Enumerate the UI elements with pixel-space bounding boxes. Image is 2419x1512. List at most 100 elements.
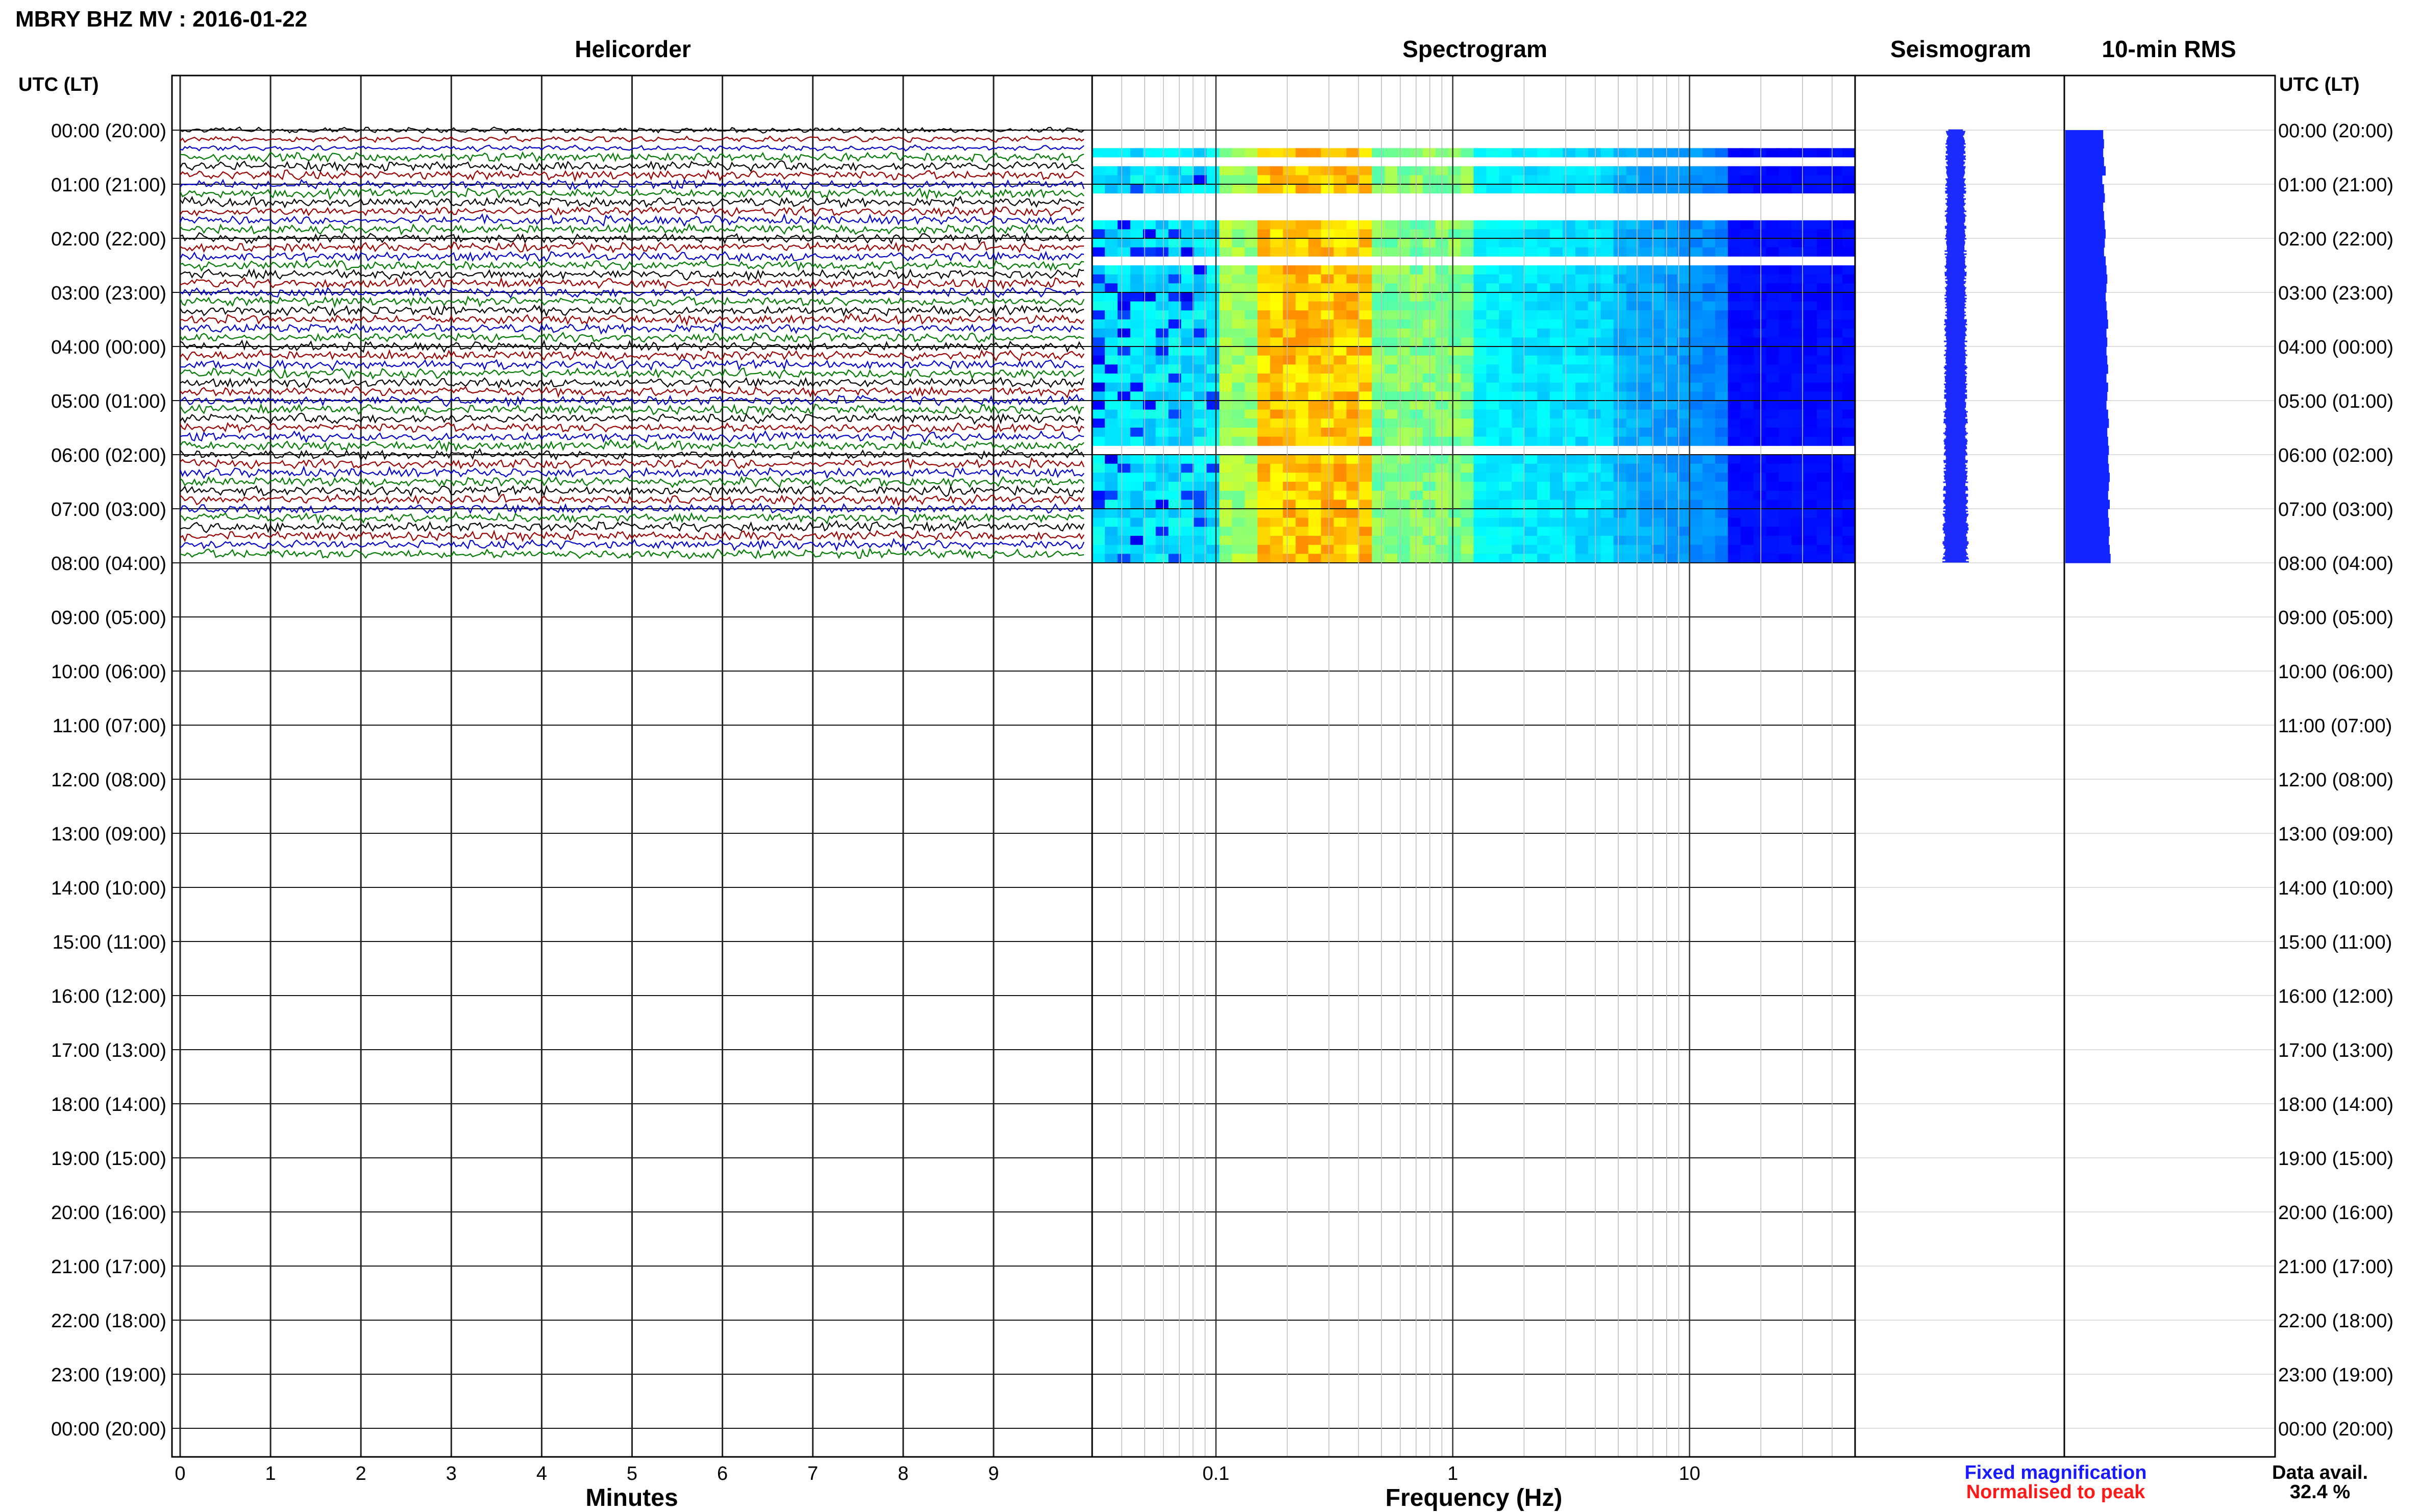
time-tick-label-right: 22:00 (18:00) xyxy=(2278,1310,2393,1332)
spectrogram-cell xyxy=(1727,527,1741,536)
spectrogram-cell xyxy=(1613,274,1627,284)
spectrogram-cell xyxy=(1397,391,1411,401)
spectrogram-cell xyxy=(1740,473,1754,482)
spectrogram-cell xyxy=(1524,364,1538,374)
spectrogram-cell xyxy=(1448,509,1462,518)
spectrogram-cell xyxy=(1779,283,1792,293)
spectrogram-cell xyxy=(1448,374,1462,383)
spectrogram-cell xyxy=(1232,355,1245,365)
spectrogram-cell xyxy=(1117,391,1131,401)
spectrogram-cell xyxy=(1194,220,1207,230)
spectrogram-cell xyxy=(1130,490,1144,500)
time-tick-label-right: 18:00 (14:00) xyxy=(2278,1094,2393,1116)
seismogram-waveform xyxy=(1942,129,1969,563)
spectrogram-cell xyxy=(1092,509,1105,518)
spectrogram-cell xyxy=(1499,409,1512,419)
spectrogram-cell xyxy=(1537,428,1550,437)
spectrogram-cell xyxy=(1600,355,1614,365)
spectrogram-cell xyxy=(1346,463,1360,473)
spectrogram-cell xyxy=(1690,337,1703,347)
helicorder-trace xyxy=(180,277,1084,290)
spectrogram-cell xyxy=(1702,490,1716,500)
spectrogram-cell xyxy=(1194,554,1207,563)
spectrogram-cell xyxy=(1448,482,1462,491)
spectrogram-cell xyxy=(1664,455,1677,464)
spectrogram-cell xyxy=(1613,337,1627,347)
spectrogram-cell xyxy=(1651,319,1665,329)
spectrogram-cell xyxy=(1372,428,1385,437)
spectrogram-cell xyxy=(1779,374,1792,383)
spectrogram-cell xyxy=(1308,328,1322,338)
spectrogram-cell xyxy=(1282,517,1296,527)
spectrogram-cell xyxy=(1206,428,1220,437)
spectrogram-cell xyxy=(1346,355,1360,365)
spectrogram-cell xyxy=(1104,229,1118,239)
spectrogram-cell xyxy=(1613,473,1627,482)
spectrogram-cell xyxy=(1486,292,1500,302)
time-tick-label-left: 01:00 (21:00) xyxy=(51,175,166,196)
helicorder-trace xyxy=(180,258,1084,272)
spectrogram-cell xyxy=(1791,409,1805,419)
spectrogram-cell xyxy=(1232,401,1245,410)
spectrogram-cell xyxy=(1727,391,1741,401)
spectrogram-cell xyxy=(1397,238,1411,248)
spectrogram-cell xyxy=(1639,319,1652,329)
spectrogram-cell xyxy=(1791,418,1805,428)
spectrogram-cell xyxy=(1791,238,1805,248)
rms-bar xyxy=(2065,283,2107,293)
spectrogram-cell xyxy=(1639,301,1652,311)
spectrogram-cell xyxy=(1677,274,1690,284)
spectrogram-cell xyxy=(1830,328,1843,338)
spectrogram-cell xyxy=(1104,175,1118,185)
spectrogram-cell xyxy=(1702,319,1716,329)
spectrogram-cell xyxy=(1155,364,1169,374)
time-tick-label-right: 06:00 (02:00) xyxy=(2278,445,2393,466)
time-tick-label-right: 09:00 (05:00) xyxy=(2278,607,2393,629)
spectrogram-cell xyxy=(1194,482,1207,491)
spectrogram-cell xyxy=(1334,509,1347,518)
spectrogram-cell xyxy=(1499,382,1512,392)
spectrogram-cell xyxy=(1537,364,1550,374)
spectrogram-cell xyxy=(1575,265,1589,275)
spectrogram-cell xyxy=(1473,292,1487,302)
spectrogram-cell xyxy=(1422,401,1436,410)
spectrogram-cell xyxy=(1219,364,1232,374)
spectrogram-cell xyxy=(1600,283,1614,293)
spectrogram-cell xyxy=(1321,220,1335,230)
spectrogram-cell xyxy=(1130,355,1144,365)
spectrogram-cell xyxy=(1181,247,1195,257)
spectrogram-cell xyxy=(1359,382,1372,392)
spectrogram-cell xyxy=(1321,301,1335,311)
spectrogram-cell xyxy=(1206,364,1220,374)
spectrogram-cell xyxy=(1753,310,1767,320)
spectrogram-cell xyxy=(1410,301,1423,311)
spectrogram-cell xyxy=(1308,301,1322,311)
spectrogram-cell xyxy=(1715,301,1729,311)
spectrogram-cell xyxy=(1766,166,1780,176)
spectrogram-cell xyxy=(1499,391,1512,401)
spectrogram-cell xyxy=(1791,328,1805,338)
spectrogram-cell xyxy=(1295,482,1309,491)
spectrogram-cell xyxy=(1422,554,1436,563)
spectrogram-cell xyxy=(1613,436,1627,446)
spectrogram-cell xyxy=(1753,463,1767,473)
spectrogram-cell xyxy=(1232,283,1245,293)
spectrogram-cell xyxy=(1321,473,1335,482)
spectrogram-cell xyxy=(1626,536,1640,546)
spectrogram-cell xyxy=(1626,265,1640,275)
tick-labels: 00:00 (20:00) 00:00 (20:00)01:00 (21:00) 0… xyxy=(51,120,2393,1484)
spectrogram-cell xyxy=(1740,554,1754,563)
spectrogram-cell xyxy=(1410,337,1423,347)
spectrogram-cell xyxy=(1817,301,1830,311)
rms-bar xyxy=(2065,382,2108,392)
spectrogram-cell xyxy=(1321,238,1335,248)
spectrogram-cell xyxy=(1575,283,1589,293)
spectrogram-cell xyxy=(1385,382,1398,392)
spectrogram-cell xyxy=(1537,346,1550,356)
spectrogram-cell xyxy=(1677,310,1690,320)
spectrogram-cell xyxy=(1295,337,1309,347)
spectrogram-cell xyxy=(1334,220,1347,230)
spectrogram-cell xyxy=(1537,220,1550,230)
spectrogram-cell xyxy=(1473,229,1487,239)
spectrogram-cell xyxy=(1422,220,1436,230)
